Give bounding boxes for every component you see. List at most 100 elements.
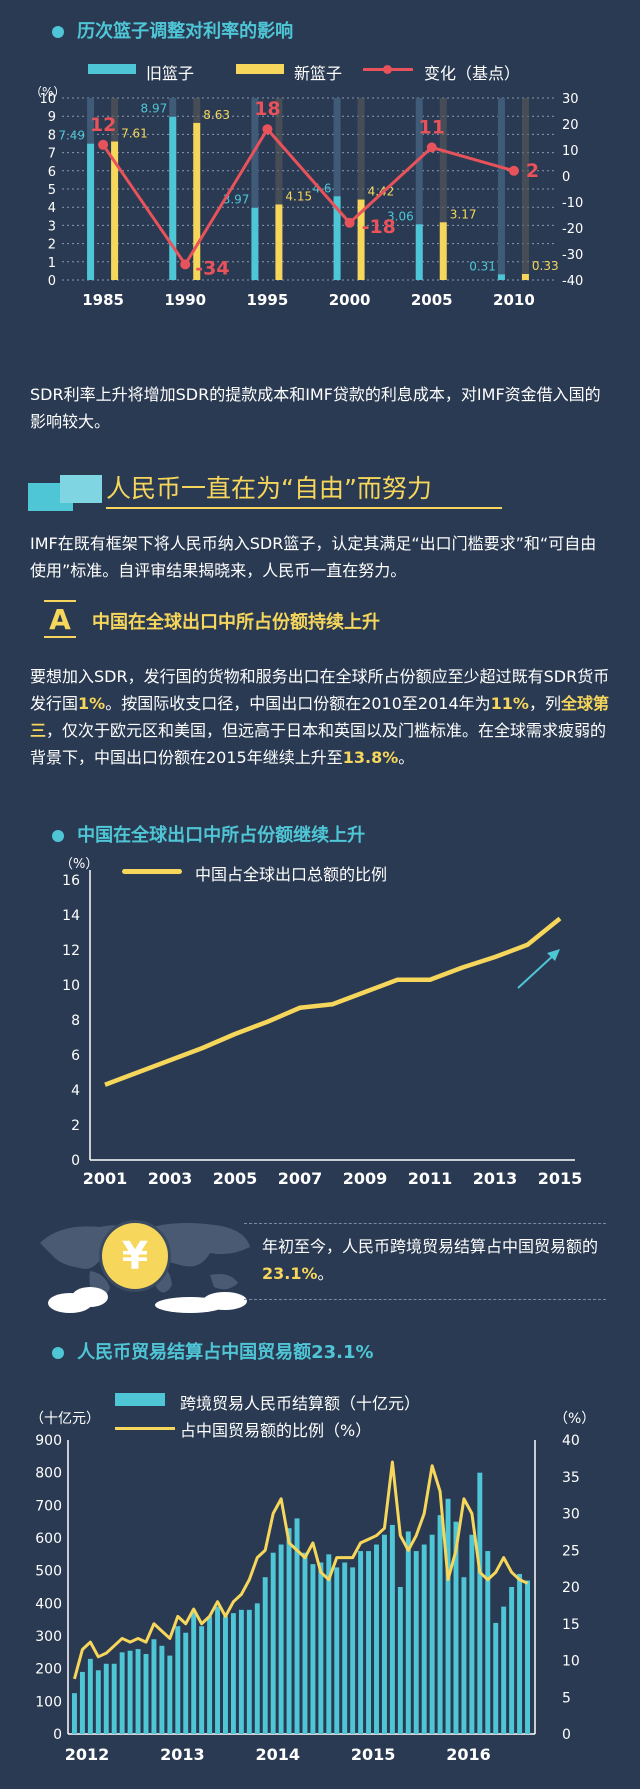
chart3-bar	[310, 1564, 316, 1734]
chart3-bar	[350, 1567, 356, 1734]
banner-block-right	[60, 475, 102, 503]
chart1-label-old: 0.31	[469, 259, 496, 273]
yuan-coin-icon: ¥	[102, 1223, 168, 1289]
chart1-bar-new	[521, 273, 529, 280]
chart2-legend-label: 中国占全球出口总额的比例	[195, 865, 388, 884]
chart3-ratio-line	[73, 1460, 529, 1680]
chart3-bar	[183, 1632, 189, 1734]
chart3-bar	[79, 1671, 85, 1734]
chart3-legend-label-line: 占中国贸易额的比例（%）	[180, 1421, 372, 1440]
chart3-bar	[358, 1551, 364, 1734]
chart1-bar-old	[251, 207, 259, 280]
callout-text-after: 。	[317, 1264, 334, 1283]
legend-label-change: 变化（基点）	[424, 64, 521, 83]
section1-title: 历次篮子调整对利率的影响	[77, 21, 294, 42]
banner-underline	[106, 507, 502, 509]
badge-a-letter: A	[49, 603, 71, 636]
chart1-bar-new	[439, 222, 447, 280]
paragraph3-highlight-1: 1%	[78, 694, 106, 713]
chart3-bar	[366, 1551, 372, 1734]
trend-arrowhead-icon	[547, 949, 560, 961]
chart1-y2-tick-label: -10	[562, 196, 583, 211]
paragraph3-text-1: 要想加入SDR，发行国的货物和服务出口在全球所占份额应至少超过既有SDR货币发行…	[30, 667, 610, 713]
chart3-bar	[525, 1580, 530, 1734]
callout-highlight: 23.1%	[262, 1264, 318, 1283]
paragraph3-text-2: 。按国际收支口径，中国出口份额在2010至2014年为	[105, 694, 491, 713]
chart1-label-new: 0.33	[532, 259, 559, 273]
chart2-x-tick-label: 2005	[213, 1169, 258, 1188]
chart1-bar-old	[333, 196, 341, 280]
chart1-y-tick-label: 2	[48, 238, 56, 253]
chart3-y2-tick-label: 25	[562, 1543, 580, 1559]
chart3-right-unit: （%）	[554, 1411, 596, 1427]
chart3-y2-tick-label: 15	[562, 1617, 580, 1633]
chart3-bar	[143, 1653, 149, 1734]
chart3-bar	[135, 1649, 141, 1734]
chart3-bar	[199, 1626, 205, 1734]
chart1-bar-old	[497, 274, 505, 280]
chart3-bar	[302, 1552, 308, 1734]
chart1-y-tick-label: 8	[48, 128, 56, 143]
chart3-x-tick-label: 2013	[160, 1745, 205, 1764]
chart3-y-tick-label: 600	[35, 1531, 62, 1547]
chart3-bar	[262, 1577, 268, 1734]
chart3-bar	[230, 1613, 236, 1734]
paragraph3-highlight-2: 11%	[490, 694, 529, 713]
chart3-bar	[151, 1639, 157, 1734]
callout-divider-top	[244, 1223, 606, 1224]
chart2-x-tick-label: 2015	[538, 1169, 583, 1188]
chart3-bar	[207, 1616, 213, 1734]
chart1-y-tick-label: 10	[39, 92, 56, 107]
chart3-bar	[215, 1606, 220, 1734]
chart3-bar	[445, 1498, 451, 1734]
chart1-x-tick-label: 2010	[493, 291, 535, 309]
chart3-bar	[87, 1658, 93, 1734]
chart3-bar	[413, 1551, 419, 1734]
chart3-bar	[318, 1562, 324, 1734]
chart3-x-tick-label: 2012	[65, 1745, 110, 1764]
chart3-bar	[119, 1652, 125, 1734]
chart1-change-label: 18	[254, 98, 280, 120]
chart2-y-tick-label: 4	[71, 1083, 80, 1099]
banner-title: 人民币一直在为“自由”而努力	[106, 474, 432, 503]
chart3-legend-swatch-line	[115, 1427, 175, 1430]
paragraph2: IMF在既有框架下将人民币纳入SDR篮子，认定其满足“出口门槛要求”和“可自由使…	[30, 534, 597, 580]
chart3-bar	[286, 1528, 292, 1734]
chart1-label-new: 3.17	[450, 207, 477, 221]
chart1-change-label: -34	[195, 257, 229, 279]
chart1-change-marker	[98, 139, 109, 150]
paragraph3-text-4: ，仅次于欧元区和美国，但远高于日本和英国以及门槛标准。在全球需求疲弱的背景下，中…	[30, 721, 607, 767]
chart1-bar-new	[357, 199, 365, 280]
chart2-y-tick-label: 16	[62, 873, 80, 889]
chart3-bar	[103, 1663, 109, 1734]
chart1-bar-bg-new	[521, 98, 529, 280]
chart3-legend-label-bar: 跨境贸易人民币结算额（十亿元）	[180, 1394, 421, 1413]
chart3-bar	[334, 1567, 340, 1734]
chart3-bar	[326, 1554, 332, 1734]
chart3-bar	[469, 1534, 475, 1734]
chart3-bar	[509, 1587, 515, 1734]
chart3-bar	[191, 1609, 197, 1734]
chart3-y2-tick-label: 30	[562, 1507, 580, 1523]
chart3-y2-tick-label: 10	[562, 1654, 580, 1670]
chart3-bar	[278, 1544, 284, 1734]
chart3-bar	[421, 1544, 427, 1734]
chart1-y2-tick-label: 30	[562, 92, 579, 107]
chart1-y-unit: （%）	[30, 85, 65, 99]
chart3-bar	[254, 1603, 260, 1734]
chart1-y2-tick-label: -30	[562, 248, 583, 263]
chart1-label-new: 8.63	[203, 108, 230, 122]
chart3-x-tick-label: 2015	[351, 1745, 396, 1764]
chart3-y-tick-label: 900	[35, 1433, 62, 1449]
subsection-a-title: 中国在全球出口中所占份额持续上升	[92, 612, 380, 633]
chart1-y2-tick-label: -20	[562, 222, 583, 237]
chart3-bar	[223, 1616, 228, 1734]
legend-swatch-new	[236, 64, 284, 74]
chart2-y-unit: （%）	[60, 857, 98, 872]
chart1-change-marker	[180, 259, 191, 270]
chart3-y-tick-label: 800	[35, 1466, 62, 1482]
chart1-change-label: 11	[419, 116, 445, 138]
chart1-y-tick-label: 5	[48, 183, 56, 198]
chart1-bar-new	[111, 141, 119, 280]
